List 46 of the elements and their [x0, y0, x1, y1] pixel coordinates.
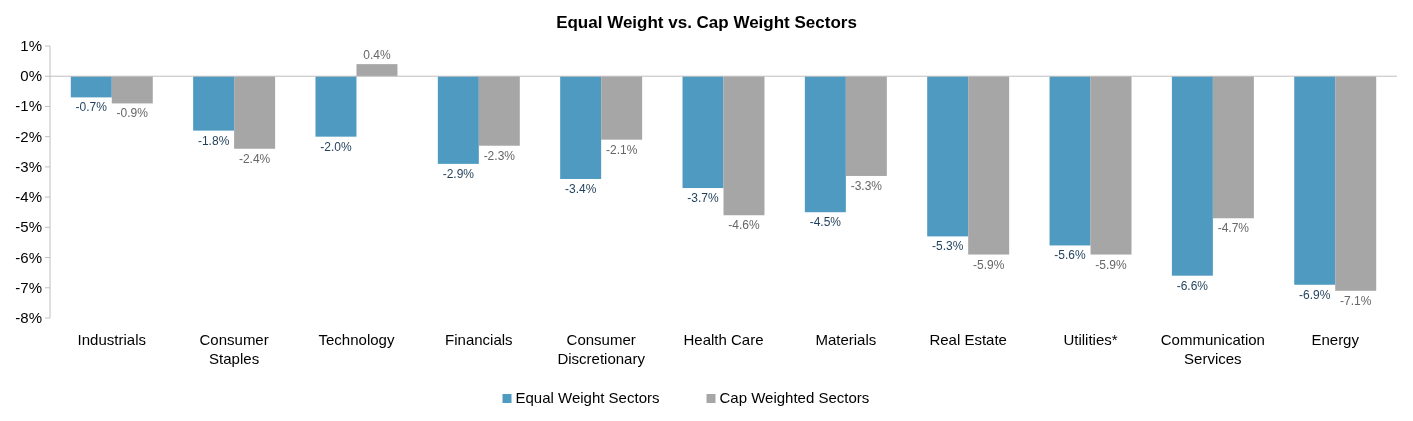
- y-tick-label: 1%: [20, 37, 42, 54]
- legend-label: Cap Weighted Sectors: [719, 389, 870, 406]
- y-tick-label: -5%: [15, 218, 42, 236]
- x-tick-label: Real Estate: [929, 331, 1007, 348]
- legend-label: Equal Weight Sectors: [515, 389, 660, 406]
- data-label: -7.1%: [1340, 293, 1372, 308]
- data-label: -0.7%: [75, 100, 108, 115]
- x-tick-label: Consumer Discretionary: [557, 331, 646, 367]
- y-tick-label: -2%: [15, 127, 42, 145]
- data-label: -2.0%: [320, 139, 352, 154]
- chart-title: Equal Weight vs. Cap Weight Sectors: [556, 13, 857, 32]
- data-label: -5.6%: [1054, 248, 1087, 263]
- data-label: -5.9%: [973, 257, 1005, 272]
- data-label: -2.9%: [442, 166, 475, 181]
- data-label: -6.6%: [1176, 278, 1209, 293]
- x-tick-label: Energy: [1311, 331, 1360, 348]
- y-tick-label: -6%: [15, 248, 42, 266]
- x-tick-label: Financials: [445, 331, 513, 348]
- y-tick-label: 0%: [20, 67, 42, 85]
- data-label: -3.7%: [687, 191, 720, 206]
- x-tick-label: Health Care: [683, 331, 764, 348]
- data-label: -4.5%: [809, 215, 842, 230]
- y-tick-label: -7%: [15, 278, 42, 296]
- x-tick-label: Materials: [815, 331, 877, 348]
- data-label: -4.6%: [728, 218, 760, 233]
- x-tick-label: Utilities*: [1063, 331, 1118, 348]
- data-label: -3.4%: [564, 181, 597, 196]
- data-label: -3.3%: [850, 178, 883, 193]
- data-label: -5.3%: [932, 239, 964, 254]
- data-label: -0.9%: [116, 106, 149, 121]
- y-tick-label: -1%: [15, 97, 42, 115]
- data-label: -2.1%: [605, 142, 638, 157]
- data-label: -2.3%: [483, 148, 516, 163]
- data-label: -1.8%: [197, 133, 230, 148]
- x-tick-label: Consumer Staples: [199, 331, 269, 367]
- x-tick-label: Communication Services: [1160, 331, 1265, 367]
- x-tick-label: Technology: [318, 331, 395, 348]
- data-label: 0.4%: [363, 48, 391, 63]
- data-label: -2.4%: [238, 151, 271, 166]
- data-label: -6.9%: [1299, 287, 1331, 302]
- y-tick-label: -3%: [15, 157, 42, 175]
- y-tick-label: -4%: [15, 188, 42, 206]
- y-tick-label: -8%: [15, 309, 42, 326]
- data-label: -4.7%: [1217, 221, 1250, 236]
- x-tick-label: Industrials: [77, 331, 146, 348]
- data-label: -5.9%: [1095, 257, 1128, 272]
